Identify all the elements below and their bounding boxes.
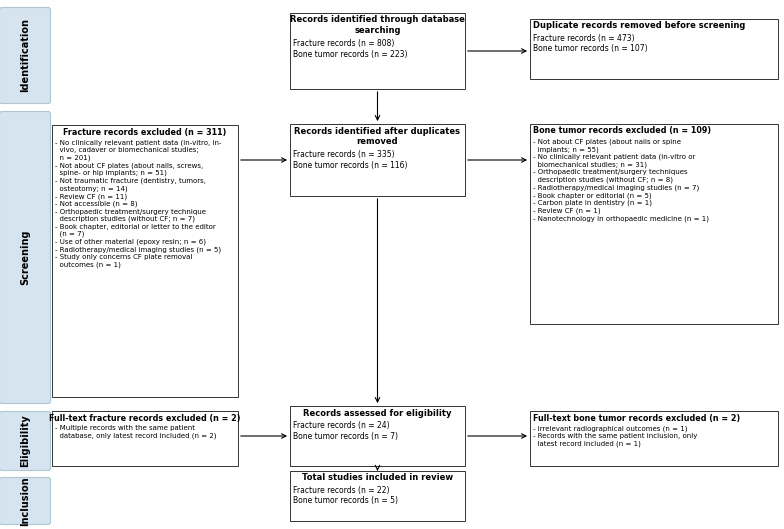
FancyBboxPatch shape [530,124,778,324]
Text: - Multiple records with the same patient
  database, only latest record included: - Multiple records with the same patient… [55,425,216,439]
Text: Screening: Screening [20,230,30,285]
Text: Inclusion: Inclusion [20,476,30,526]
Text: Fracture records (n = 22)
Bone tumor records (n = 5): Fracture records (n = 22) Bone tumor rec… [293,486,398,506]
Text: Full-text bone tumor records excluded (n = 2): Full-text bone tumor records excluded (n… [533,414,740,423]
FancyBboxPatch shape [0,7,50,104]
Text: Total studies included in review: Total studies included in review [302,473,453,482]
Text: Fracture records (n = 808)
Bone tumor records (n = 223): Fracture records (n = 808) Bone tumor re… [293,39,408,59]
FancyBboxPatch shape [530,411,778,466]
Text: Eligibility: Eligibility [20,415,30,468]
Text: Fracture records (n = 473)
Bone tumor records (n = 107): Fracture records (n = 473) Bone tumor re… [533,34,648,53]
FancyBboxPatch shape [290,13,465,89]
Text: Fracture records (n = 335)
Bone tumor records (n = 116): Fracture records (n = 335) Bone tumor re… [293,150,408,170]
Text: Duplicate records removed before screening: Duplicate records removed before screeni… [533,22,746,31]
FancyBboxPatch shape [290,471,465,521]
FancyBboxPatch shape [52,125,238,397]
Text: Records identified after duplicates
removed: Records identified after duplicates remo… [295,126,460,146]
Text: Identification: Identification [20,19,30,93]
FancyBboxPatch shape [0,478,50,524]
FancyBboxPatch shape [290,124,465,196]
Text: Fracture records excluded (n = 311): Fracture records excluded (n = 311) [64,127,227,136]
FancyBboxPatch shape [0,412,50,470]
Text: Records identified through database
searching: Records identified through database sear… [290,15,465,35]
FancyBboxPatch shape [290,406,465,466]
Text: - No clinically relevant patient data (in-vitro, in-
  vivo, cadaver or biomecha: - No clinically relevant patient data (i… [55,139,222,268]
Text: - Irrelevant radiographical outcomes (n = 1)
- Records with the same patient inc: - Irrelevant radiographical outcomes (n … [533,425,698,447]
FancyBboxPatch shape [530,19,778,79]
Text: Records assessed for eligibility: Records assessed for eligibility [303,408,452,417]
Text: Fracture records (n = 24)
Bone tumor records (n = 7): Fracture records (n = 24) Bone tumor rec… [293,421,398,441]
Text: Full-text fracture records excluded (n = 2): Full-text fracture records excluded (n =… [49,414,241,423]
Text: Bone tumor records excluded (n = 109): Bone tumor records excluded (n = 109) [533,126,711,135]
Text: - Not about CF plates (about nails or spine
  implants; n = 55)
- No clinically : - Not about CF plates (about nails or sp… [533,139,709,222]
FancyBboxPatch shape [0,112,50,404]
FancyBboxPatch shape [52,411,238,466]
